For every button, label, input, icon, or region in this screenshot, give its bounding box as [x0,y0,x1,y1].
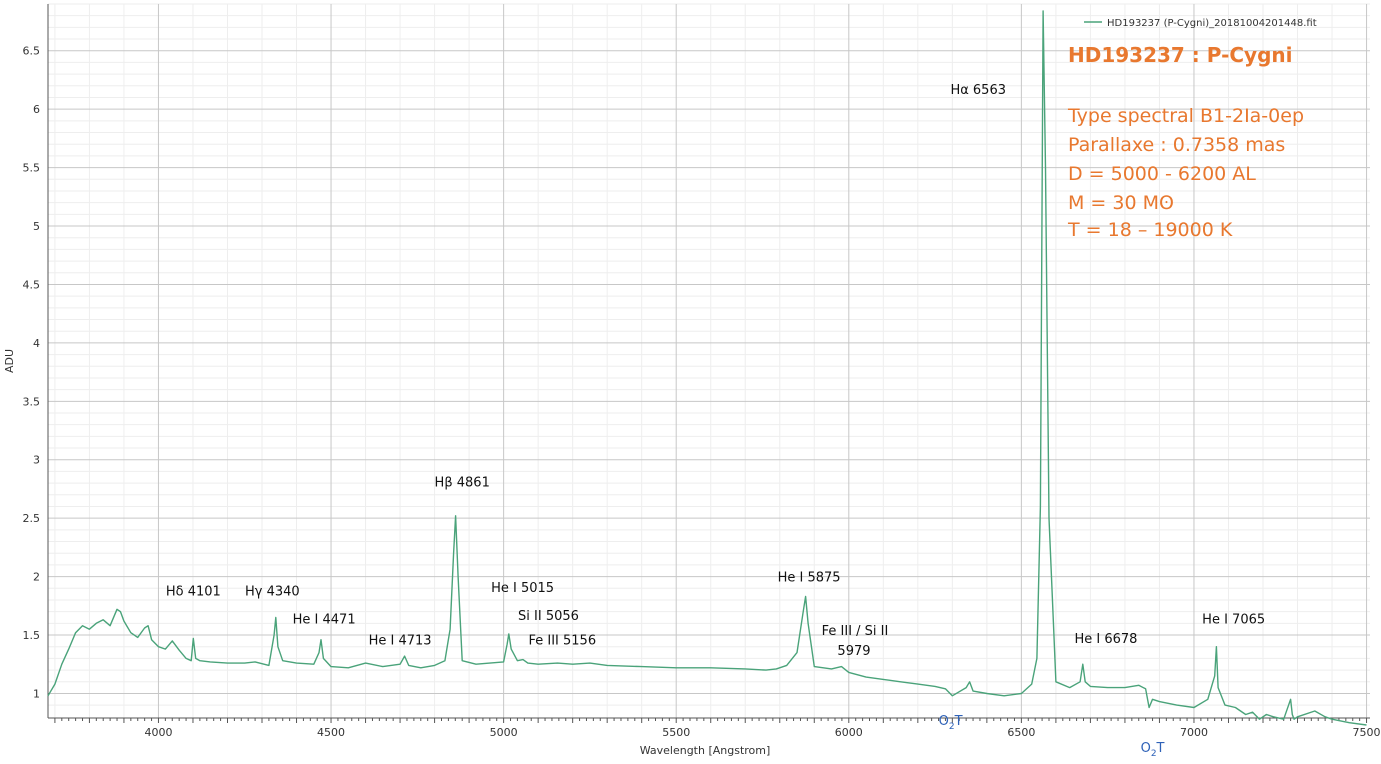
line-label: Hγ 4340 [245,584,300,599]
line-label: He I 5875 [778,570,841,585]
telluric-annotations: O2T O2T [939,714,1165,759]
y-tick-label: 6 [33,103,40,116]
y-tick-label: 5 [33,220,40,233]
y-tick-label: 5.5 [23,162,41,175]
x-tick-labels: 4000 4500 5000 5500 6000 6500 7000 7500 [144,726,1380,739]
info-box: HD193237 : P-Cygni Type spectral B1-2Ia-… [1067,43,1304,241]
telluric-label: O2T [1141,741,1165,759]
line-label: Fe III 5156 [528,633,596,648]
info-title: HD193237 : P-Cygni [1068,43,1293,67]
y-tick-label: 6.5 [23,45,41,58]
x-tick-label: 4500 [317,726,345,739]
x-tick-label: 4000 [144,726,172,739]
info-mass: M = 30 Mʘ [1068,192,1174,214]
x-tick-label: 7500 [1353,726,1381,739]
x-axis-title: Wavelength [Angstrom] [640,744,771,757]
y-tick-label: 4.5 [23,278,41,291]
line-label: Hα 6563 [950,83,1006,98]
y-tick-label: 1 [33,687,40,700]
y-tick-labels: 1 1.5 2 2.5 3 3.5 4 4.5 5 5.5 6 6.5 [23,45,41,701]
spectrum-series [47,10,1367,726]
x-tick-label: 6500 [1007,726,1035,739]
line-label: He I 7065 [1202,612,1265,627]
line-label: 5979 [837,644,870,659]
x-tick-label: 7000 [1180,726,1208,739]
minor-grid [48,3,1370,718]
legend-label: HD193237 (P-Cygni)_20181004201448.fit [1107,18,1317,29]
y-tick-label: 2 [33,571,40,584]
line-label: He I 4713 [369,633,432,648]
info-parallax: Parallaxe : 0.7358 mas [1068,134,1285,156]
x-tick-label: 5000 [490,726,518,739]
y-tick-label: 3.5 [23,395,41,408]
y-tick-label: 2.5 [23,512,41,525]
line-label: Hβ 4861 [435,476,490,491]
info-temperature: T = 18 – 19000 K [1067,219,1233,241]
line-label: Fe III / Si II [822,624,889,639]
y-tick-label: 4 [33,337,40,350]
line-label: He I 5015 [491,581,554,596]
y-axis-title: ADU [3,349,16,373]
info-distance: D = 5000 - 6200 AL [1068,163,1256,185]
x-tick-label: 6000 [835,726,863,739]
x-tick-label: 5500 [662,726,690,739]
line-label: Hδ 4101 [166,584,221,599]
line-label: He I 4471 [293,612,356,627]
y-tick-label: 1.5 [23,629,41,642]
axes [47,4,1370,723]
y-tick-label: 3 [33,454,40,467]
legend[interactable]: HD193237 (P-Cygni)_20181004201448.fit [1084,18,1317,29]
line-label: He I 6678 [1074,632,1137,647]
line-label: Si II 5056 [518,609,579,624]
info-spectral-type: Type spectral B1-2Ia-0ep [1067,105,1304,127]
major-grid [48,4,1370,718]
telluric-label: O2T [939,714,963,732]
spectrum-line [47,10,1367,726]
line-annotations: Hδ 4101 Hγ 4340 He I 4471 He I 4713 Hβ 4861 H… [166,83,1265,659]
